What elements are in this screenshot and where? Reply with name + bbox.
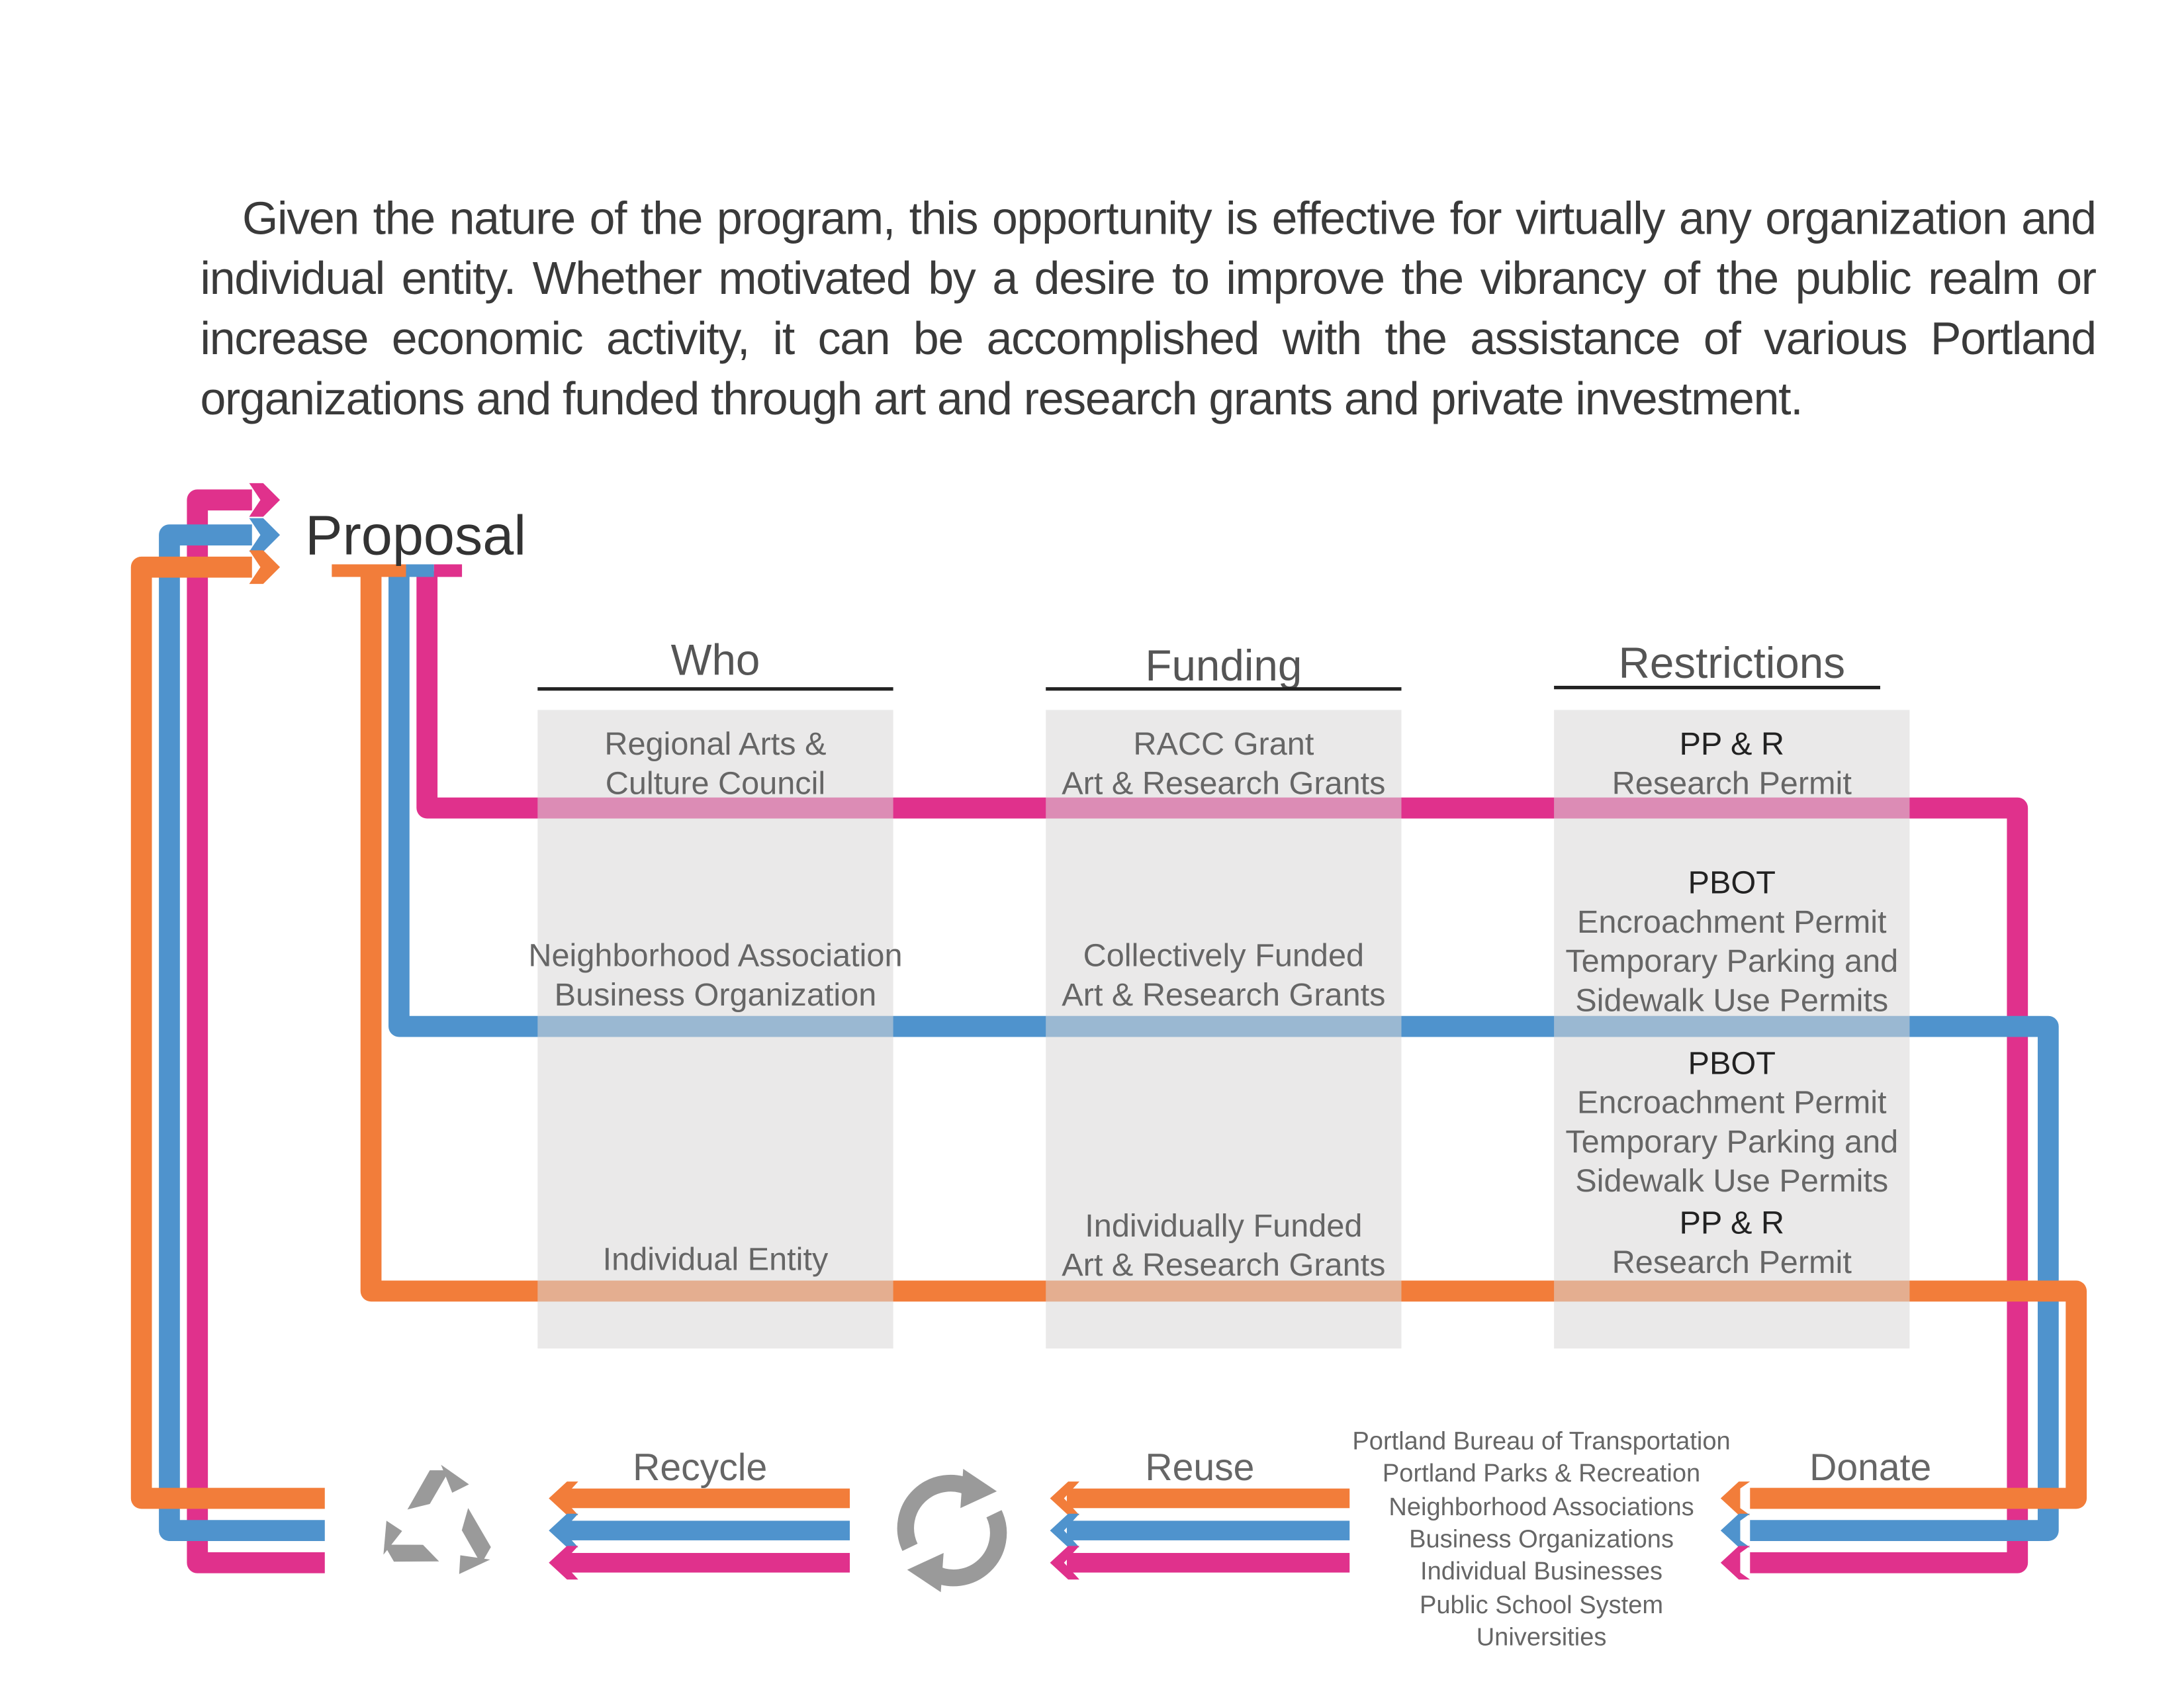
pink-return-line <box>187 489 325 1573</box>
proposal-label: Proposal <box>305 504 526 567</box>
organization-item: Portland Parks & Recreation <box>1383 1460 1700 1487</box>
restriction-agency: PBOT <box>1688 865 1776 901</box>
who-panel <box>537 710 893 1349</box>
restriction-item: Encroachment Permit <box>1577 904 1887 940</box>
intro-paragraph: Given the nature of the program, this op… <box>200 191 2097 424</box>
donate-label: Donate <box>1809 1446 1931 1489</box>
restriction-item: Research Permit <box>1612 1244 1852 1280</box>
recycle-label: Recycle <box>633 1446 767 1489</box>
restriction-agency: PP & R <box>1679 726 1784 762</box>
restriction-item: Temporary Parking and <box>1565 1124 1898 1160</box>
restriction-agency: PBOT <box>1688 1046 1776 1082</box>
restriction-item: Encroachment Permit <box>1577 1085 1887 1121</box>
who-cell: Neighborhood Association <box>528 938 902 974</box>
orange-return-line <box>130 556 325 1509</box>
funding-cell: Art & Research Grants <box>1062 765 1385 801</box>
who-cell: Individual Entity <box>603 1242 829 1278</box>
restriction-item: Temporary Parking and <box>1565 943 1898 979</box>
blue-return-line <box>159 524 325 1541</box>
reuse-arrows <box>1050 1481 1350 1580</box>
organization-item: Portland Bureau of Transportation <box>1352 1427 1730 1455</box>
pink-arrowhead <box>249 483 281 517</box>
who-header: Who <box>671 636 760 684</box>
organization-item: Universities <box>1477 1624 1607 1652</box>
restriction-item: Sidewalk Use Permits <box>1575 982 1888 1018</box>
recycle-arrows <box>549 1481 850 1580</box>
restriction-item: Sidewalk Use Permits <box>1575 1163 1888 1199</box>
who-cell: Regional Arts & <box>604 726 826 762</box>
who-cell: Business Organization <box>555 977 877 1013</box>
restrictions-header: Restrictions <box>1619 639 1845 687</box>
pink-path <box>416 571 2028 1573</box>
organization-item: Individual Businesses <box>1420 1558 1662 1585</box>
funding-cell: Collectively Funded <box>1083 938 1364 974</box>
orange-path <box>360 571 2087 1509</box>
funding-header: Funding <box>1145 641 1302 690</box>
donate-arrowheads <box>1720 1481 1751 1580</box>
funding-cell: Art & Research Grants <box>1062 1247 1385 1283</box>
orange-arrowhead <box>249 550 281 585</box>
recycle-icon <box>383 1464 491 1574</box>
blue-arrowhead <box>249 518 281 552</box>
organization-item: Public School System <box>1420 1591 1663 1619</box>
restriction-agency: PP & R <box>1679 1205 1784 1241</box>
reuse-label: Reuse <box>1145 1446 1254 1489</box>
restriction-item: Research Permit <box>1612 765 1852 801</box>
funding-cell: RACC Grant <box>1133 726 1314 762</box>
proposal-bar-blue <box>406 564 434 577</box>
who-cell: Culture Council <box>606 765 826 801</box>
circular-arrows-icon <box>897 1469 1007 1593</box>
funding-panel <box>1046 710 1402 1349</box>
funding-cell: Individually Funded <box>1085 1208 1362 1244</box>
proposal-bar-orange <box>332 564 406 577</box>
blue-path <box>388 571 2059 1541</box>
restrictions-panel <box>1554 710 1910 1349</box>
proposal-bar-pink <box>433 564 463 577</box>
organization-item: Business Organizations <box>1409 1526 1674 1554</box>
funding-cell: Art & Research Grants <box>1062 977 1385 1013</box>
organization-item: Neighborhood Associations <box>1388 1493 1694 1521</box>
